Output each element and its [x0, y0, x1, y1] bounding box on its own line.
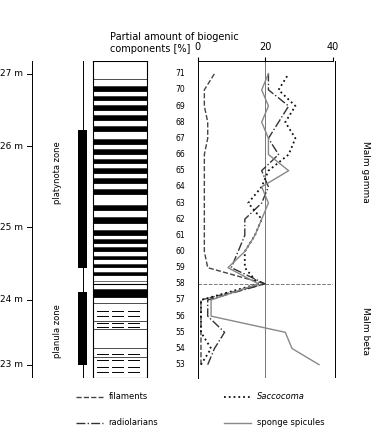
Bar: [93, 284, 147, 289]
Text: 69: 69: [176, 102, 185, 111]
Text: 63: 63: [176, 198, 185, 207]
Text: Malm gamma: Malm gamma: [361, 141, 370, 203]
Bar: [78, 292, 87, 365]
Text: filaments: filaments: [109, 392, 148, 401]
Bar: [93, 210, 147, 217]
Bar: [78, 130, 87, 268]
Bar: [93, 164, 147, 168]
Bar: [93, 189, 147, 194]
Bar: [93, 259, 147, 263]
Bar: [93, 234, 147, 240]
Text: 61: 61: [176, 231, 185, 240]
Bar: [93, 251, 147, 256]
Text: platynota zone: platynota zone: [52, 141, 62, 204]
Bar: [93, 100, 147, 105]
Text: 25 m: 25 m: [0, 223, 23, 232]
Bar: [93, 86, 147, 91]
Bar: [93, 110, 147, 115]
Text: 24 m: 24 m: [0, 296, 23, 305]
Bar: [93, 168, 147, 173]
Bar: [93, 173, 147, 178]
Bar: [93, 154, 147, 158]
Bar: [93, 178, 147, 183]
Text: 65: 65: [176, 166, 185, 175]
Bar: [93, 256, 147, 259]
Text: sponge spicules: sponge spicules: [257, 418, 325, 427]
Bar: [93, 91, 147, 95]
Bar: [93, 272, 147, 275]
Text: Partial amount of biogenic
components [%]: Partial amount of biogenic components [%…: [110, 33, 239, 54]
Text: 64: 64: [176, 182, 185, 191]
Bar: [93, 149, 147, 154]
Bar: [93, 297, 147, 303]
Bar: [93, 321, 147, 329]
Text: 58: 58: [176, 279, 185, 288]
Bar: [93, 131, 147, 139]
Text: 55: 55: [176, 328, 185, 337]
Bar: [93, 158, 147, 164]
Bar: [93, 144, 147, 149]
Text: 56: 56: [176, 312, 185, 321]
Bar: [93, 79, 147, 86]
Bar: [93, 120, 147, 126]
Text: 23 m: 23 m: [0, 360, 23, 369]
Text: 67: 67: [176, 134, 185, 143]
Text: 53: 53: [176, 360, 185, 369]
Bar: [93, 139, 147, 144]
Text: Saccocoma: Saccocoma: [257, 392, 305, 401]
Text: 66: 66: [176, 150, 185, 159]
Bar: [93, 194, 147, 205]
Bar: [93, 349, 147, 357]
Text: 71: 71: [176, 69, 185, 78]
Text: 70: 70: [176, 85, 185, 94]
Bar: [93, 183, 147, 189]
Text: 27 m: 27 m: [0, 69, 23, 78]
Bar: [93, 115, 147, 120]
Text: 54: 54: [176, 344, 185, 353]
Bar: [93, 357, 147, 378]
Bar: [93, 126, 147, 131]
Text: planula zone: planula zone: [52, 304, 62, 358]
Text: 59: 59: [176, 263, 185, 272]
Bar: [93, 263, 147, 267]
Text: Malm beta: Malm beta: [361, 307, 370, 355]
Bar: [93, 217, 147, 223]
Bar: [93, 105, 147, 110]
Bar: [93, 230, 147, 234]
Text: 57: 57: [176, 296, 185, 305]
Bar: [93, 223, 147, 230]
Text: 62: 62: [176, 215, 185, 224]
Bar: [93, 267, 147, 272]
Text: radiolarians: radiolarians: [109, 418, 158, 427]
Bar: [93, 275, 147, 281]
Text: 26 m: 26 m: [0, 142, 23, 151]
Bar: [93, 95, 147, 100]
Bar: [93, 61, 147, 79]
Bar: [93, 247, 147, 251]
Bar: [93, 303, 147, 321]
Bar: [93, 329, 147, 349]
Bar: [93, 205, 147, 210]
Text: 68: 68: [176, 118, 185, 127]
Bar: [93, 289, 147, 297]
Bar: [93, 243, 147, 247]
Bar: [93, 240, 147, 243]
Text: 60: 60: [176, 247, 185, 256]
